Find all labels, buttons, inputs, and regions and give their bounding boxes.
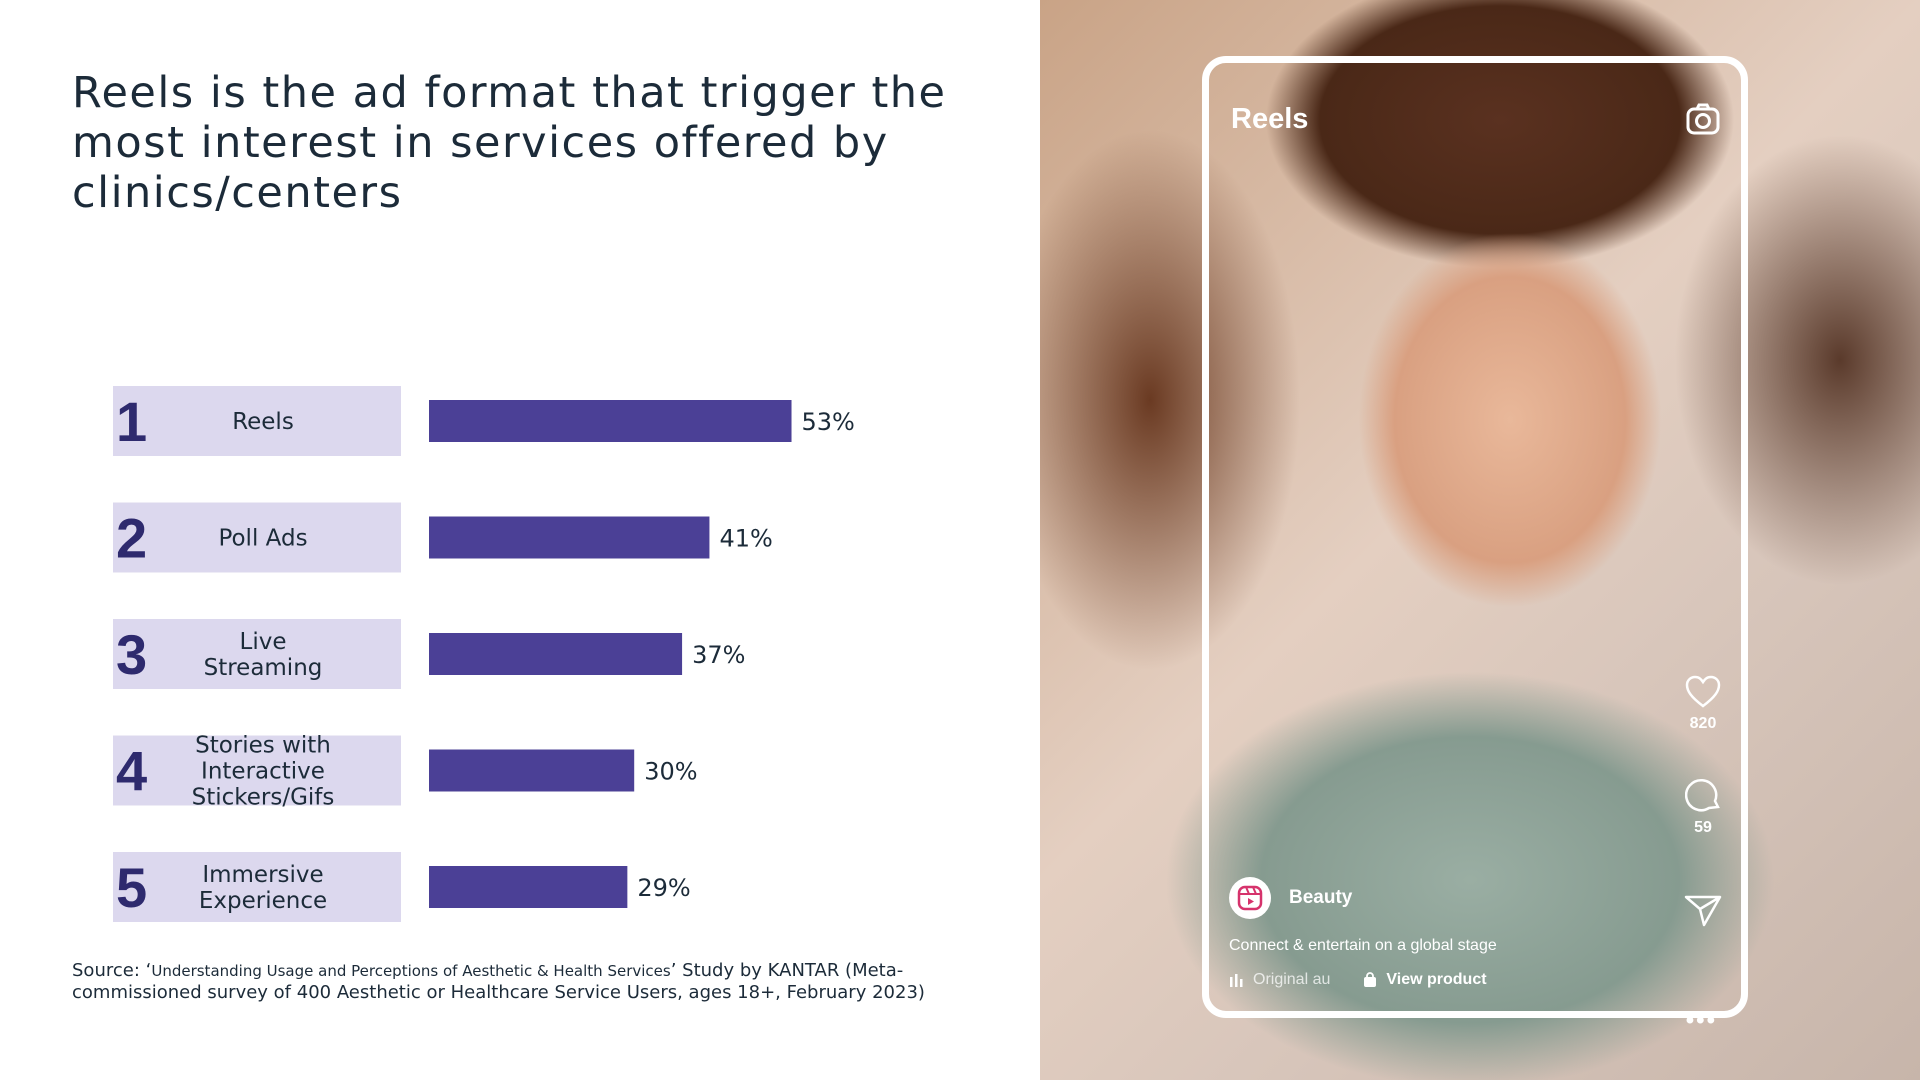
source-lead: Source: ‘ [72,960,152,981]
source-study-name: Understanding Usage and Perceptions of A… [151,962,671,980]
camera-icon[interactable] [1685,101,1721,137]
category-label: Live Streaming [204,629,323,681]
view-product-label[interactable]: View product [1386,971,1487,988]
comment-count: 59 [1694,819,1712,836]
phone-mockup: Reels 820 59 ••• [1202,56,1748,1034]
rank-number: 5 [116,856,147,919]
rank-row: 5 Immersive Experience 29% [113,852,691,922]
audio-icon [1230,974,1243,987]
chart-panel: Reels is the ad format that trigger the … [72,68,952,1004]
category-label-line: Poll Ads [218,526,307,552]
category-box [113,619,401,689]
category-label-line: Streaming [204,655,323,681]
category-label-line: Live [240,629,287,655]
category-label: Reels [232,409,294,435]
value-label: 37% [692,641,745,669]
category-label-line: Stories with [195,733,331,759]
category-label: Stories with Interactive Stickers/Gifs [192,733,335,811]
category-label-line: Interactive [201,759,325,785]
category-label-line: Stickers/Gifs [192,785,335,811]
rank-row: 1 Reels 53% [113,386,855,456]
more-icon[interactable]: ••• [1685,1007,1717,1034]
source-tail: ’ Study by KANTAR (Meta-commissioned sur… [72,960,925,1003]
value-bar [429,866,628,908]
ranking-bar-chart: 1 Reels 53%2 Poll Ads 41%3 Live Streaming 37%4 S… [113,386,855,922]
value-bar [429,400,792,442]
category-label-line: Reels [232,409,294,435]
rank-number: 2 [116,507,147,570]
comment-icon[interactable] [1685,777,1721,813]
category-box [113,735,401,806]
reel-caption: Connect & entertain on a global stage [1229,937,1497,954]
audio-row: Original au View product [1229,971,1487,989]
value-bar [429,749,635,792]
rank-row: 3 Live Streaming 37% [113,619,745,689]
like-count: 820 [1689,715,1717,732]
comment-control[interactable]: 59 [1679,777,1727,837]
value-bar [429,633,683,675]
account-row[interactable]: Beauty [1229,877,1352,919]
value-label: 53% [802,408,855,436]
category-box [113,386,401,456]
category-label-line: Immersive [202,862,323,888]
category-label: Poll Ads [218,526,307,552]
share-control[interactable] [1679,893,1727,927]
value-label: 41% [719,525,772,553]
avatar[interactable] [1229,877,1271,919]
source-note: Source: ‘Understanding Usage and Percept… [72,960,952,1004]
category-label-line: Experience [199,888,327,914]
send-icon[interactable] [1684,893,1722,927]
category-box [113,852,401,922]
rank-row: 4 Stories with Interactive Stickers/Gifs 30% [113,733,698,811]
view-product-button[interactable]: View product [1362,971,1487,989]
rank-number: 4 [116,740,147,803]
value-label: 30% [644,758,697,786]
audio-label[interactable]: Original au [1253,971,1331,988]
heart-icon[interactable] [1685,675,1721,709]
slide-title: Reels is the ad format that trigger the … [72,68,947,218]
reels-photo-panel: Reels 820 59 ••• [1040,0,1920,1080]
reels-logo-icon [1237,885,1263,911]
value-bar [429,516,710,559]
like-control[interactable]: 820 [1679,675,1727,733]
shopping-bag-icon [1364,972,1377,987]
value-label: 29% [637,874,690,902]
category-label: Immersive Experience [199,862,327,914]
category-box [113,502,401,573]
rank-row: 2 Poll Ads 41% [113,502,773,573]
rank-number: 1 [116,390,147,453]
account-name[interactable]: Beauty [1289,887,1353,908]
reels-header-title: Reels [1231,103,1309,135]
rank-number: 3 [116,623,147,686]
